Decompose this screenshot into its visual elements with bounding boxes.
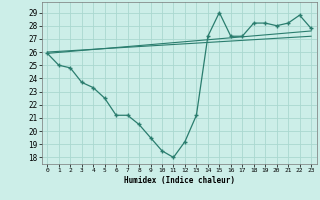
X-axis label: Humidex (Indice chaleur): Humidex (Indice chaleur)	[124, 176, 235, 185]
